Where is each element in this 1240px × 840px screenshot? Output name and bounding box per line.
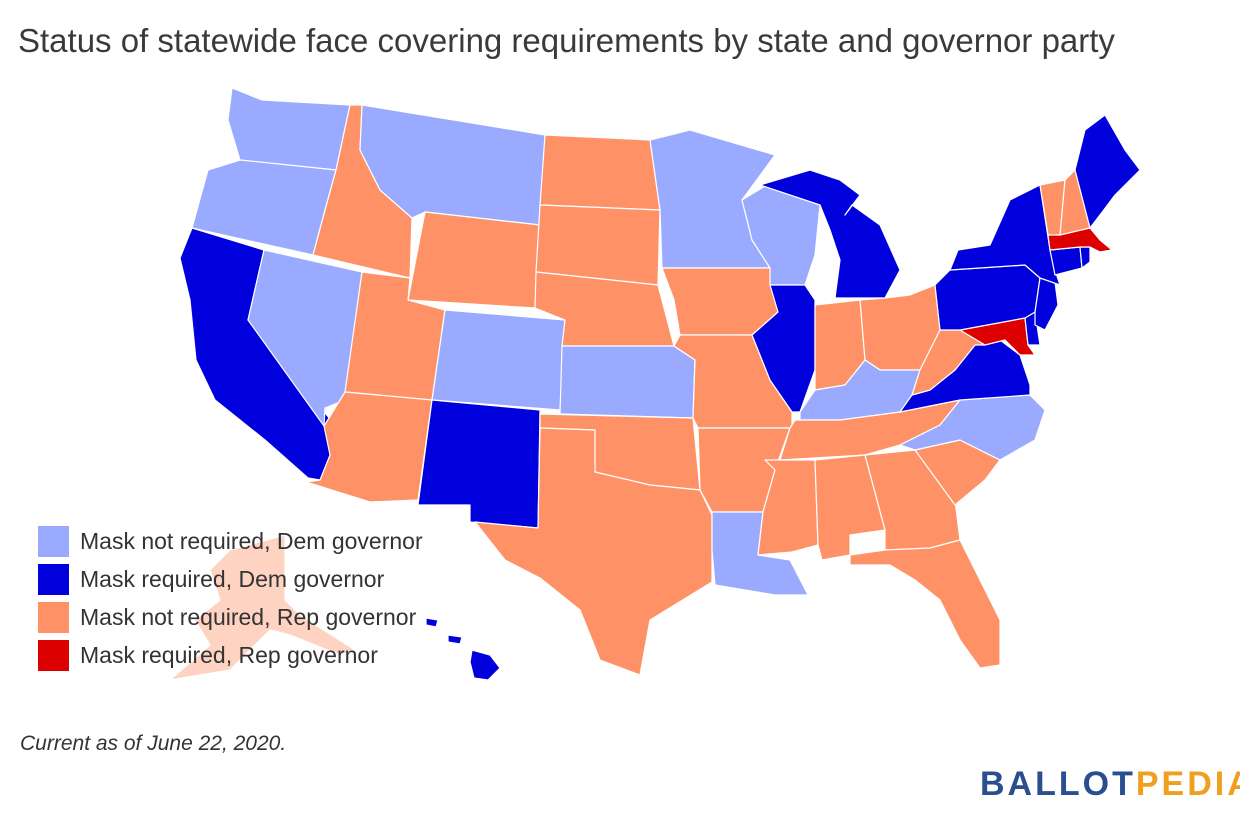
legend-item-nr-dem[interactable]: Mask not required, Dem governor: [38, 522, 423, 560]
state-il[interactable]: [751, 284, 816, 413]
state-ks[interactable]: [559, 345, 696, 419]
state-nc[interactable]: [899, 394, 1046, 461]
logo-part-ballot: BALLOT: [980, 765, 1136, 803]
date-note: Current as of June 22, 2020.: [20, 732, 287, 755]
state-ri[interactable]: [1079, 246, 1091, 269]
state-fl[interactable]: [849, 539, 1001, 669]
state-nd[interactable]: [539, 134, 661, 211]
states-layer: [169, 87, 1141, 681]
map-title: Status of statewide face covering requir…: [18, 22, 1115, 59]
legend-item-nr-rep[interactable]: Mask not required, Rep governor: [38, 598, 423, 636]
state-hi[interactable]: [425, 617, 501, 681]
state-nj[interactable]: [1034, 277, 1059, 331]
state-ct[interactable]: [1049, 246, 1083, 276]
legend-label: Mask not required, Dem governor: [80, 527, 423, 554]
ballotpedia-logo[interactable]: BALLOTPEDIA: [980, 765, 1240, 804]
state-ia[interactable]: [661, 267, 779, 336]
state-me[interactable]: [1074, 114, 1141, 229]
state-ak[interactable]: [169, 534, 356, 681]
state-wy[interactable]: [407, 211, 541, 309]
legend-label: Mask not required, Rep governor: [80, 603, 417, 630]
legend-item-r-dem[interactable]: Mask required, Dem governor: [38, 560, 423, 598]
legend-swatch: [38, 601, 69, 633]
legend-item-r-rep[interactable]: Mask required, Rep governor: [38, 636, 423, 674]
legend-swatch: [38, 563, 69, 595]
state-sd[interactable]: [535, 204, 661, 286]
legend-label: Mask required, Dem governor: [80, 565, 385, 592]
legend: Mask not required, Dem governor Mask req…: [38, 522, 423, 674]
state-wa[interactable]: [227, 87, 351, 171]
legend-swatch: [38, 639, 69, 671]
legend-label: Mask required, Rep governor: [80, 641, 378, 668]
state-tx[interactable]: [474, 427, 713, 676]
state-mi[interactable]: [759, 169, 901, 299]
logo-part-pedia: PEDIA: [1135, 765, 1240, 803]
state-co[interactable]: [431, 309, 566, 411]
legend-swatch: [38, 525, 69, 557]
state-nm[interactable]: [417, 399, 541, 529]
